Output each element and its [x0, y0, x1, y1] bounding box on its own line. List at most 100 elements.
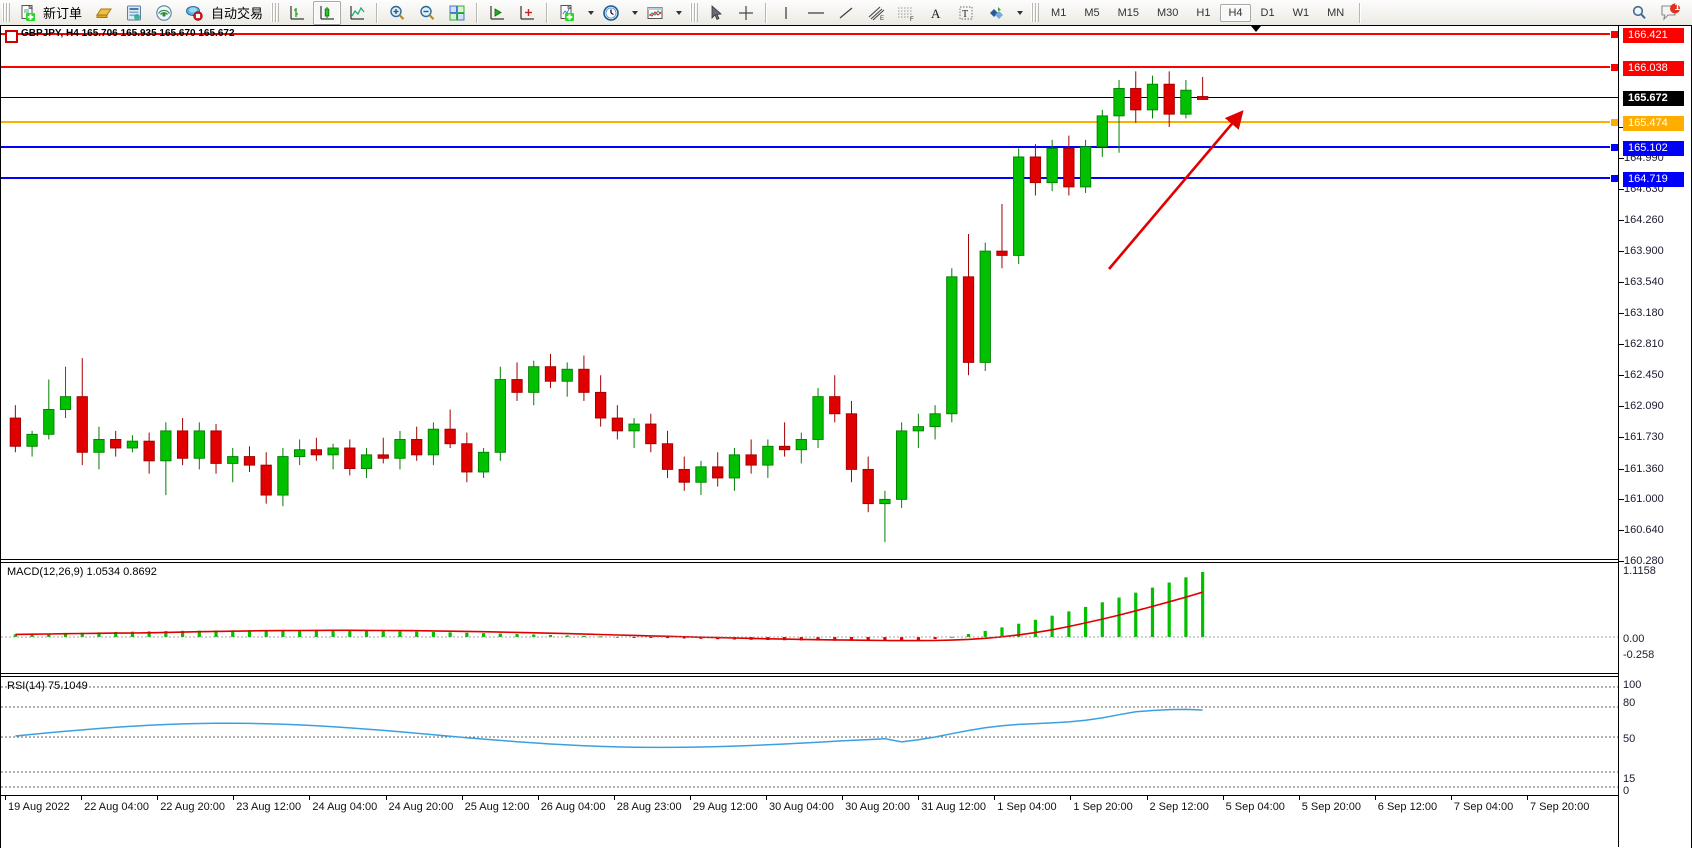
- macd-histogram-bar: [849, 637, 854, 641]
- rsi-line: [15, 708, 1203, 749]
- timeframe-w1[interactable]: W1: [1292, 6, 1310, 19]
- candlestick-icon[interactable]: [313, 0, 342, 25]
- macd-histogram-bar: [281, 630, 285, 637]
- price-tag-orange-level[interactable]: 165.474: [1623, 116, 1684, 131]
- macd-histogram-bar: [431, 631, 436, 637]
- text-label-icon[interactable]: A: [922, 1, 950, 25]
- macd-histogram-bar: [983, 630, 987, 637]
- shift-end-icon[interactable]: [483, 1, 511, 25]
- price-tag-resistance-lower[interactable]: 166.038: [1623, 61, 1684, 76]
- crosshair-icon[interactable]: [732, 1, 760, 25]
- price-tick-mark: [1619, 375, 1624, 377]
- macd-histogram-bar: [1017, 623, 1021, 637]
- price-tag-resistance-upper[interactable]: 166.421: [1623, 28, 1684, 43]
- time-tick-mark: [537, 796, 539, 800]
- period-chevron-down-icon[interactable]: [627, 1, 639, 25]
- period-icon[interactable]: [597, 1, 625, 25]
- auto-scroll-icon[interactable]: [513, 1, 541, 25]
- time-tick-mark: [689, 796, 691, 800]
- tile-windows-icon[interactable]: [443, 1, 471, 25]
- rsi-scale-label: 0: [1623, 785, 1630, 797]
- cursor-icon[interactable]: [702, 1, 730, 25]
- rsi-pane[interactable]: RSI(14) 75.1049: [1, 677, 1691, 795]
- gold-bar-icon[interactable]: [90, 1, 118, 25]
- price-tick-mark: [1619, 281, 1624, 283]
- autotrading-icon[interactable]: [180, 1, 208, 25]
- macd-indicator-label[interactable]: MACD(12,26,9) 1.0534 0.8692: [7, 566, 157, 578]
- timeframe-m15[interactable]: M15: [1117, 6, 1139, 19]
- templates-chevron-down-icon[interactable]: [671, 1, 683, 25]
- macd-histogram-bar: [866, 637, 870, 641]
- price-tag-support-upper[interactable]: 165.102: [1623, 141, 1684, 156]
- candle-body: [59, 396, 72, 410]
- fibonacci-icon[interactable]: F: [892, 1, 920, 25]
- price-tick-label: 163.900: [1624, 245, 1664, 258]
- time-axis[interactable]: 19 Aug 2022 22 Aug 04:00 22 Aug 20:00 23 Au…: [1, 795, 1691, 848]
- templates-icon[interactable]: [641, 1, 669, 25]
- time-tick-label: 1 Sep 04:00: [997, 801, 1057, 813]
- zoom-in-icon[interactable]: [383, 1, 411, 25]
- price-pane[interactable]: GBPJPY, H4 165.706 165.935 165.670 165.6…: [1, 26, 1691, 559]
- bar-chart-icon[interactable]: [283, 1, 311, 25]
- zoom-out-icon[interactable]: [413, 1, 441, 25]
- shapes-icon[interactable]: [982, 1, 1010, 25]
- candle-body: [26, 433, 38, 447]
- new-order-icon[interactable]: [14, 1, 40, 25]
- add-indicator-icon[interactable]: [553, 1, 581, 25]
- shapes-chevron-down-icon[interactable]: [1012, 1, 1024, 25]
- chart-window[interactable]: GBPJPY, H4 165.706 165.935 165.670 165.6…: [0, 25, 1692, 848]
- price-tag-current-price[interactable]: 165.672: [1623, 91, 1684, 106]
- price-tick-mark: [1619, 530, 1624, 532]
- trendline-icon[interactable]: [832, 1, 860, 25]
- candle-body: [845, 413, 858, 470]
- time-tick-label: 30 Aug 20:00: [845, 801, 910, 813]
- price-line-165-102[interactable]: [1, 146, 1618, 148]
- macd-histogram-bar: [348, 630, 352, 637]
- chevron-down-icon[interactable]: [1251, 26, 1261, 32]
- signals-icon[interactable]: [150, 1, 178, 25]
- equidistant-channel-icon[interactable]: E: [862, 1, 890, 25]
- macd-histogram-bar: [1134, 592, 1138, 637]
- price-scale[interactable]: 165.350164.990164.630164.260163.900163.5…: [1619, 26, 1691, 847]
- timeframe-d1[interactable]: D1: [1260, 6, 1275, 19]
- timeframe-h1[interactable]: H1: [1196, 6, 1211, 19]
- horizontal-line-icon[interactable]: [802, 1, 830, 25]
- timeframe-m30[interactable]: M30: [1157, 6, 1179, 19]
- text-icon[interactable]: T: [952, 1, 980, 25]
- rsi-indicator-label[interactable]: RSI(14) 75.1049: [7, 680, 88, 692]
- line-chart-icon[interactable]: [343, 1, 371, 25]
- candle-body: [411, 438, 423, 456]
- price-tag-support-lower[interactable]: 164.719: [1623, 172, 1684, 187]
- price-line-165-474[interactable]: [1, 121, 1618, 123]
- price-line-166-038[interactable]: [1, 66, 1618, 68]
- rsi-scale-label: 50: [1623, 733, 1636, 745]
- vertical-line-icon[interactable]: [772, 1, 800, 25]
- notification-icon[interactable]: 1: [1656, 1, 1684, 25]
- toolbar-grip-4[interactable]: [1031, 3, 1040, 22]
- timeframe-m1[interactable]: M1: [1051, 6, 1067, 19]
- timeframe-m5[interactable]: M5: [1084, 6, 1100, 19]
- price-tick-label: 161.730: [1624, 430, 1664, 443]
- timeframe-mn[interactable]: MN: [1327, 6, 1345, 19]
- time-tick-mark: [5, 796, 6, 800]
- candle-body: [1013, 156, 1025, 256]
- time-tick-mark: [81, 796, 83, 800]
- toolbar-grip-2[interactable]: [271, 3, 280, 22]
- search-icon[interactable]: [1626, 1, 1654, 25]
- terminal-icon[interactable]: [120, 1, 148, 25]
- bullish-trend-arrow[interactable]: [1101, 101, 1261, 281]
- toolbar-grip-3[interactable]: [690, 3, 699, 22]
- candle-body: [1029, 156, 1042, 184]
- auto-trading-label[interactable]: 自动交易: [211, 6, 264, 21]
- add-indicator-chevron-down-icon[interactable]: [583, 1, 595, 25]
- candle-body: [260, 464, 272, 496]
- toolbar-grip[interactable]: [2, 3, 10, 22]
- macd-pane[interactable]: MACD(12,26,9) 1.0534 0.8692: [1, 563, 1691, 673]
- candle-body: [979, 250, 991, 363]
- price-line-166-421[interactable]: [1, 33, 1618, 35]
- macd-histogram-bar: [314, 630, 318, 637]
- time-tick-mark: [1222, 796, 1224, 800]
- new-order-label[interactable]: 新订单: [43, 6, 83, 21]
- price-line-164-719[interactable]: [1, 177, 1618, 179]
- timeframe-h4[interactable]: H4: [1220, 3, 1251, 22]
